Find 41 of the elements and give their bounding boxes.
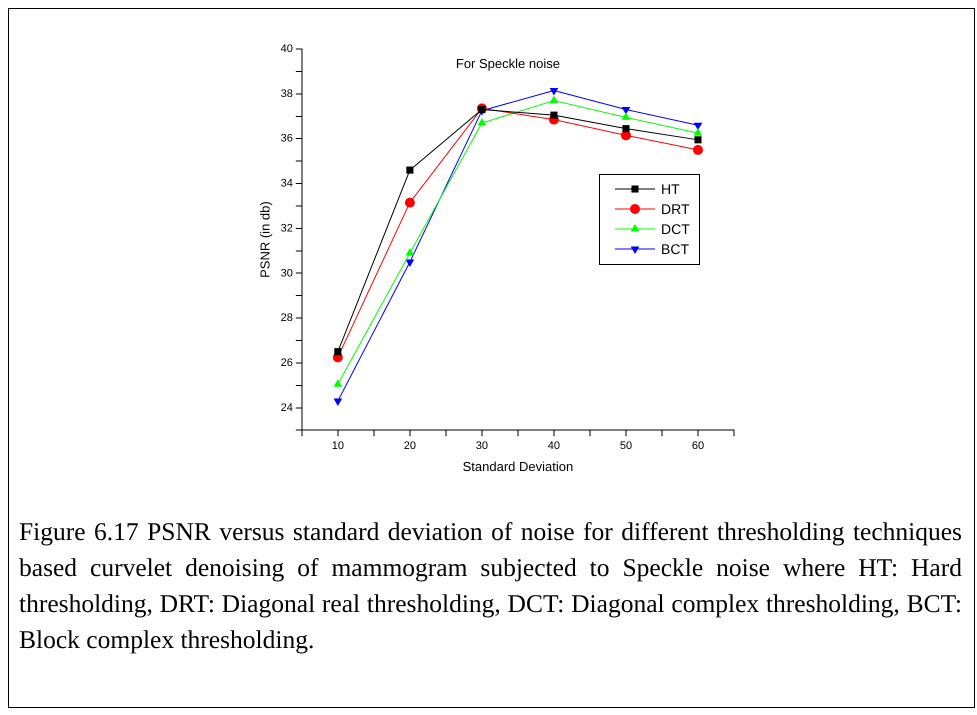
y-tick-label: 34: [280, 178, 293, 190]
y-axis-title: PSNR (in db): [257, 201, 272, 278]
point: [406, 166, 414, 174]
point: [694, 136, 702, 144]
legend-label: DRT: [661, 200, 690, 217]
point: [334, 398, 342, 406]
legend-label: HT: [661, 180, 680, 197]
point: [692, 144, 703, 155]
y-tick-label: 32: [280, 222, 293, 234]
y-tick-label: 28: [280, 312, 293, 324]
x-axis-title: Standard Deviation: [462, 458, 574, 474]
y-tick-label: 36: [280, 132, 293, 145]
y-tick-label: 40: [280, 43, 293, 56]
x-tick-label: 30: [476, 440, 488, 452]
point: [694, 128, 702, 136]
y-tick-label: 30: [280, 267, 293, 280]
point: [334, 348, 342, 356]
x-tick-label: 60: [692, 440, 704, 452]
legend-label: BCT: [661, 240, 690, 257]
point: [550, 96, 558, 104]
point: [334, 379, 342, 387]
point: [404, 198, 415, 208]
point: [478, 106, 486, 114]
x-tick-label: 20: [404, 440, 416, 452]
x-tick-label: 10: [332, 440, 344, 452]
point: [478, 118, 486, 126]
point: [622, 125, 630, 132]
x-tick-label: 40: [548, 440, 560, 452]
y-tick-label: 24: [280, 402, 293, 414]
y-tick-label: 38: [280, 88, 293, 100]
point: [550, 88, 558, 96]
point: [550, 112, 558, 119]
point: [406, 248, 414, 256]
point: [622, 112, 630, 120]
x-tick-label: 50: [620, 440, 632, 452]
point: [694, 122, 702, 130]
legend-label: DCT: [661, 220, 690, 237]
y-tick-label: 26: [280, 356, 293, 369]
caption: Figure 6.17 PSNR versus standard deviation of noise for different thresholding techniques based curvelet denoising of mammogram subjected to Speckle noise where HT: Hard thresholding, DRT: Diagonal real thresholding, DCT: Diagonal complex thresholding, BCT: Block complex thresholding.: [19, 516, 962, 656]
text: For Speckle noise: [456, 56, 560, 72]
point: [406, 260, 414, 268]
